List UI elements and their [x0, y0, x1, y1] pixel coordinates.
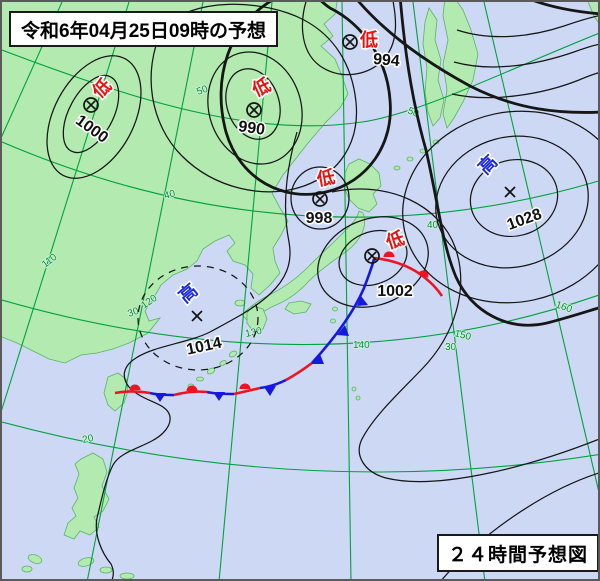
- high-center-mark: [504, 186, 516, 198]
- stationary-front-red-segment: [233, 386, 261, 396]
- front-layer: [114, 251, 444, 402]
- isobar-thick: [399, 2, 598, 327]
- meridian-100e: [2, 2, 63, 138]
- isobar-layer: [46, 2, 598, 579]
- cold-front-triangle: [213, 392, 225, 401]
- isobar: [62, 74, 120, 154]
- isobar-dashed-high: [137, 265, 259, 371]
- isobar: [453, 44, 598, 68]
- cold-front-line: [311, 258, 376, 364]
- isobar: [95, 131, 298, 579]
- land-shikoku: [284, 300, 312, 315]
- land-luzon: [63, 452, 110, 540]
- stationary-front-red-segment: [114, 390, 151, 395]
- isobar: [150, 3, 358, 193]
- isobar: [317, 216, 429, 308]
- warm-front-semicircle: [417, 270, 429, 278]
- lat-label-40-west: 40: [163, 188, 177, 202]
- meridian-110e: [2, 2, 130, 411]
- land-small-islands: [21, 139, 440, 579]
- stationary-front-blue-segment: [259, 378, 287, 390]
- forecast-title-box: 令和6年04月25日09時の予想: [9, 11, 278, 47]
- forecast-type-text: ２４時間予想図: [447, 544, 588, 566]
- cold-front-triangle: [337, 325, 349, 336]
- lat-label-20: 20: [81, 433, 95, 446]
- low-kanji-998: 低: [314, 166, 336, 190]
- low-center-mark: [312, 191, 328, 207]
- lat-label-30-east: 30: [445, 342, 457, 353]
- high-center-mark: [191, 310, 203, 322]
- low-value-998: 998: [306, 210, 333, 227]
- warm-front-semicircle: [186, 385, 198, 391]
- isobar: [225, 68, 281, 140]
- isobar-thick: [533, 2, 598, 16]
- isobar: [469, 158, 559, 238]
- parallel-40n: [2, 141, 598, 218]
- cold-front-triangle: [264, 386, 276, 396]
- land-honshu: [241, 210, 365, 324]
- lat-label-50-west: 50: [195, 84, 210, 98]
- cold-front-triangle: [154, 393, 166, 402]
- low-kanji-994: 低: [359, 29, 378, 50]
- lat-label-30-west: 30: [126, 306, 141, 320]
- low-center-mark: [364, 248, 380, 264]
- cold-front-triangle: [311, 354, 324, 364]
- meridian-130e: [218, 2, 273, 579]
- meridian-120e: [87, 2, 204, 579]
- isobar: [207, 51, 303, 165]
- isobar: [46, 55, 142, 179]
- low-value-990: 990: [237, 118, 266, 139]
- warm-front-line: [373, 256, 444, 297]
- meridian-150e: [412, 2, 486, 579]
- low-value-994: 994: [372, 51, 400, 70]
- pressure-center-marks: [83, 34, 516, 322]
- low-center-mark: [83, 97, 99, 113]
- stationary-front-red-segment: [173, 390, 208, 397]
- cold-front-triangle: [357, 296, 368, 306]
- meridian-160e: [483, 2, 598, 491]
- isobar: [290, 166, 350, 230]
- forecast-title-text: 令和6年04月25日09時の予想: [21, 20, 266, 42]
- lon-label-130: 130: [244, 326, 263, 340]
- warm-front-semicircle: [383, 251, 395, 257]
- warm-front-semicircle: [129, 384, 141, 390]
- land-sakhalin: [422, 7, 445, 127]
- low-center-mark: [342, 34, 358, 50]
- parallel-50n: [2, 33, 598, 127]
- stationary-front-red-segment: [285, 361, 313, 382]
- low-value-1002: 1002: [377, 283, 413, 300]
- lat-label-40-east: 40: [427, 220, 439, 231]
- land-kyushu: [246, 305, 268, 332]
- low-center-mark: [246, 102, 262, 118]
- parallel-30n: [2, 294, 598, 346]
- lon-label-150: 150: [453, 328, 472, 343]
- isobar: [456, 15, 598, 38]
- isobar: [301, 2, 397, 76]
- lon-label-140: 140: [353, 340, 370, 351]
- parallel-20n: [2, 421, 598, 473]
- isobar-thick: [357, 2, 598, 114]
- isobar: [451, 72, 598, 99]
- isobar: [435, 135, 589, 269]
- isobar: [338, 229, 408, 287]
- meridian-140e: [341, 2, 352, 579]
- isobar-thick: [219, 2, 392, 196]
- forecast-type-box: ２４時間予想図: [437, 534, 598, 572]
- isobar: [402, 110, 598, 304]
- warm-front-semicircle: [239, 383, 251, 389]
